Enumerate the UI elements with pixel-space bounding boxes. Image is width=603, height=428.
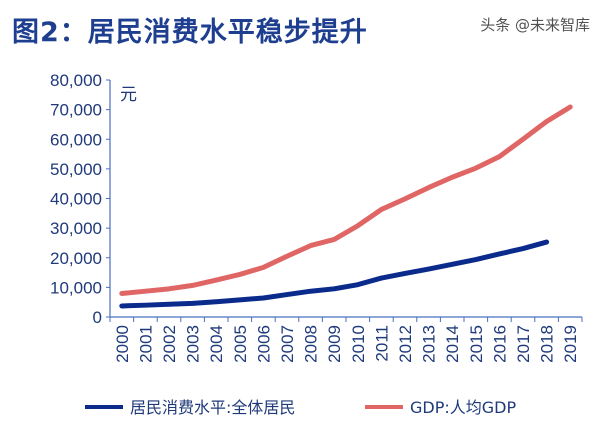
x-tick-label: 2011 — [372, 325, 391, 362]
x-tick-label: 2005 — [231, 325, 250, 363]
x-tick-label: 2009 — [325, 325, 344, 363]
x-tick-label: 2012 — [396, 325, 415, 363]
y-tick-label: 30,000 — [50, 219, 102, 238]
x-tick-label: 2001 — [136, 325, 155, 363]
x-tick-label: 2017 — [514, 325, 533, 363]
y-tick-label: 70,000 — [50, 101, 102, 120]
x-tick-label: 2014 — [443, 325, 462, 363]
series-line-0 — [119, 239, 550, 309]
y-tick-label: 10,000 — [50, 278, 102, 297]
y-tick-label: 20,000 — [50, 249, 102, 268]
x-tick-label: 2007 — [278, 325, 297, 363]
x-tick-label: 2003 — [184, 325, 203, 363]
legend-label: GDP:人均GDP — [410, 398, 516, 417]
x-tick-label: 2013 — [420, 325, 439, 363]
x-tick-label: 2015 — [467, 325, 486, 363]
y-tick-label: 80,000 — [50, 71, 102, 90]
x-tick-label: 2018 — [538, 325, 557, 363]
x-tick-label: 2000 — [113, 325, 132, 363]
y-tick-label: 0 — [93, 308, 102, 327]
x-tick-label: 2008 — [302, 325, 321, 363]
x-tick-label: 2010 — [349, 325, 368, 363]
x-tick-label: 2006 — [254, 325, 273, 363]
y-tick-label: 60,000 — [50, 130, 102, 149]
watermark: 头条 @未来智库 — [480, 16, 590, 34]
y-axis-unit-label: 元 — [120, 85, 137, 104]
x-tick-label: 2016 — [490, 325, 509, 363]
y-tick-label: 40,000 — [50, 190, 102, 209]
legend-label: 居民消费水平:全体居民 — [130, 398, 295, 417]
x-tick-label: 2002 — [160, 325, 179, 363]
chart-title: 图2：居民消费水平稳步提升 — [12, 17, 368, 48]
x-tick-label: 2019 — [561, 325, 580, 363]
series-line-1 — [119, 104, 573, 296]
y-tick-label: 50,000 — [50, 160, 102, 179]
x-tick-label: 2004 — [207, 325, 226, 363]
